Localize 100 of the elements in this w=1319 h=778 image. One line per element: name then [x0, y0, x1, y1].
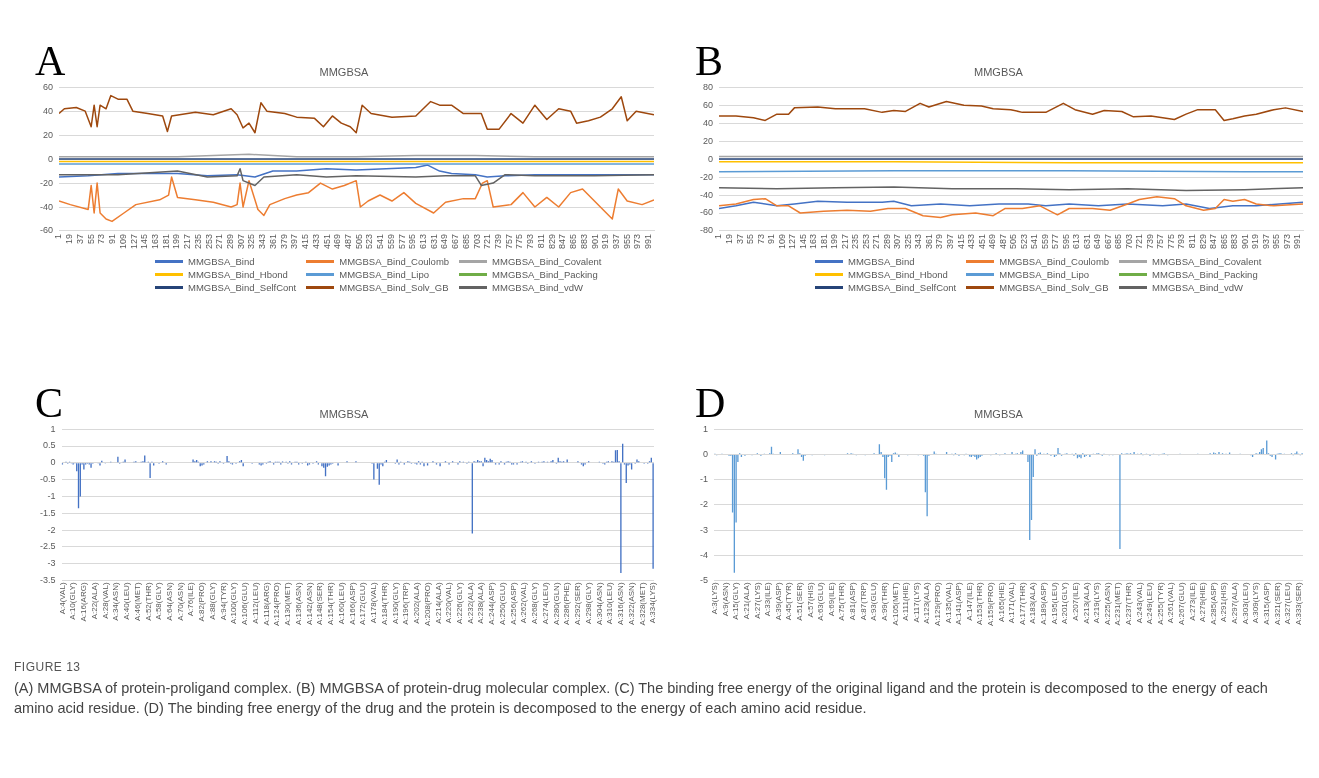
x-tick-label: 451	[321, 233, 332, 250]
x-tick-label: 289	[225, 233, 236, 250]
x-tick-label: 649	[439, 233, 450, 250]
y-tick-label: -5	[699, 574, 708, 585]
x-tick-label: A:142(ASN)	[304, 582, 314, 626]
x-tick-label: 667	[450, 233, 461, 250]
x-tick-label: A:93(GLU)	[869, 582, 879, 621]
x-tick-label: A:249(LEU)	[1145, 582, 1155, 625]
legend-label: MMGBSA_Bind_Covalent	[1152, 256, 1262, 267]
x-tick-label: A:201(GLY)	[1060, 582, 1070, 625]
x-tick-label: A:256(ASP)	[508, 582, 518, 625]
y-tick-label: 0	[47, 153, 54, 164]
x-tick-label: 253	[203, 233, 214, 250]
text: B	[695, 38, 724, 84]
x-tick-label: A:153(THR)	[975, 582, 985, 626]
y-tick-label: -20	[39, 177, 54, 188]
x-tick-label: 541	[375, 233, 386, 250]
x-tick-label: A:33(ILE)	[763, 582, 773, 617]
x-tick-label: A:4(VAL)	[57, 582, 67, 615]
x-tick-label: 703	[1123, 233, 1134, 250]
x-tick-label: 595	[407, 233, 418, 250]
legend-label: MMGBSA_Bind_Packing	[1152, 269, 1258, 280]
x-tick-label: A:129(PRO)	[932, 582, 942, 627]
legend-label: MMGBSA_Bind_Covalent	[492, 256, 602, 267]
text: C	[35, 380, 64, 426]
x-tick-label: 847	[557, 233, 568, 250]
x-tick-label: A:21(ALA)	[741, 582, 751, 620]
x-tick-label: 217	[182, 233, 193, 250]
x-tick-label: A:99(THR)	[879, 582, 889, 621]
x-tick-label: A:261(VAL)	[1166, 582, 1176, 624]
x-tick-label: A:46(MET)	[132, 582, 142, 622]
x-tick-label: A:267(GLU)	[1177, 582, 1187, 626]
y-tick-label: 0	[702, 448, 708, 459]
legend-label: MMGBSA_Bind_Packing	[492, 269, 598, 280]
x-tick-label: A:75(THR)	[837, 582, 847, 621]
x-tick-label: A:237(THR)	[1123, 582, 1133, 626]
x-tick-label: 307	[892, 233, 903, 250]
x-tick-label: 721	[482, 233, 493, 250]
x-tick-label: A:243(VAL)	[1134, 582, 1144, 624]
x-tick-label: 451	[976, 233, 987, 250]
x-tick-label: A:286(PHE)	[562, 582, 572, 626]
x-tick-label: 973	[1281, 233, 1292, 250]
legend-label: MMGBSA_Bind_Lipo	[339, 269, 430, 280]
legend-label: MMGBSA_Bind_Coulomb	[339, 256, 450, 267]
x-tick-label: A:10(GLY)	[68, 582, 78, 620]
x-tick-label: A:88(GLY)	[207, 582, 217, 620]
x-tick-label: A:87(TRP)	[858, 582, 868, 621]
x-tick-label: A:69(ILE)	[826, 582, 836, 617]
x-tick-label: A:208(PRO)	[422, 582, 432, 627]
x-tick-label: 217	[839, 233, 850, 250]
x-tick-label: 577	[1050, 233, 1061, 250]
x-tick-label: A:159(PRO)	[986, 582, 996, 627]
x-tick-label: A:27(LYS)	[752, 582, 762, 619]
x-tick-label: A:220(VAL)	[444, 582, 454, 624]
x-tick-label: 829	[546, 233, 557, 250]
x-tick-label: 307	[235, 233, 246, 250]
x-tick-label: A:285(ASP)	[1208, 582, 1218, 625]
x-tick-label: 433	[966, 233, 977, 250]
x-tick-label: A:213(ALA)	[1081, 582, 1091, 624]
x-tick-label: 505	[353, 233, 364, 250]
x-tick-label: 541	[1029, 233, 1040, 250]
x-tick-label: A:214(ALA)	[433, 582, 443, 624]
x-tick-label: A:130(MET)	[283, 582, 293, 626]
x-tick-label: A:94(TYR)	[218, 582, 228, 621]
text: (A) MMGBSA of protein-proligand complex. (B) MMGBSA of protein-drug molecular complex. (C) The binding free energy of the original ligand and the protein is decomposed to the energy of each amino acid residue. (D) The binding free energy of the drug and the protein is decomposed to the energy of each amino acid residue.	[14, 679, 1269, 718]
y-tick-label: 0.5	[42, 440, 56, 451]
x-tick-label: A:172(GLU)	[358, 582, 368, 626]
x-tick-label: A:160(LEU)	[336, 582, 346, 625]
x-tick-label: 793	[1176, 233, 1187, 250]
x-tick-label: 703	[471, 233, 482, 250]
x-tick-label: 847	[1208, 233, 1219, 250]
x-tick-label: 55	[745, 233, 756, 244]
x-tick-label: A:196(TRP)	[401, 582, 411, 625]
text: D	[695, 380, 726, 426]
y-tick-label: 20	[42, 129, 54, 140]
legend-label: MMGBSA_Bind_Solv_GB	[339, 282, 449, 293]
x-tick-label: 865	[568, 233, 579, 250]
y-tick-label: -4	[699, 549, 708, 560]
x-tick-label: 361	[923, 233, 934, 250]
x-tick-label: 955	[1271, 233, 1282, 250]
x-tick-label: A:250(GLU)	[497, 582, 507, 626]
x-tick-label: 559	[1039, 233, 1050, 250]
x-tick-label: 469	[987, 233, 998, 250]
x-tick-label: A:195(LEU)	[1049, 582, 1059, 625]
x-tick-label: 271	[214, 233, 225, 250]
x-tick-label: 55	[85, 233, 96, 244]
x-tick-label: 163	[808, 233, 819, 250]
x-tick-label: 901	[589, 233, 600, 250]
x-tick-label: A:273(ILE)	[1187, 582, 1197, 621]
x-tick-label: A:322(ASN)	[626, 582, 636, 626]
chart-title: MMGBSA	[974, 65, 1024, 78]
legend-label: MMGBSA_Bind_Hbond	[848, 269, 948, 280]
x-tick-label: 415	[955, 233, 966, 250]
x-tick-label: 649	[1092, 233, 1103, 250]
y-tick-label: 20	[702, 135, 714, 146]
x-tick-label: 757	[1155, 233, 1166, 250]
legend-label: MMGBSA_Bind_Lipo	[999, 269, 1090, 280]
x-tick-label: A:255(TYR)	[1155, 582, 1165, 625]
x-tick-label: A:148(SER)	[315, 582, 325, 626]
legend-label: MMGBSA_Bind_vdW	[1152, 282, 1243, 293]
